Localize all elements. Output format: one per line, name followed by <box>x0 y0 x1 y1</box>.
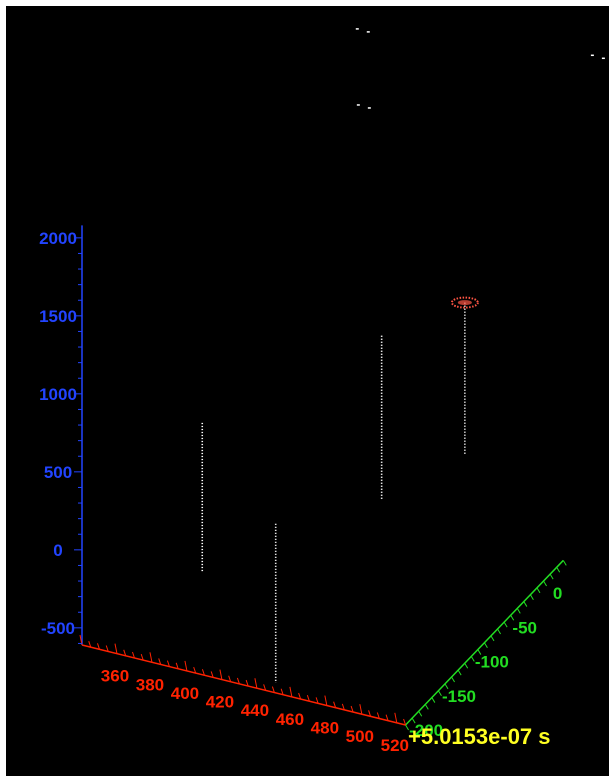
x-tick-label: 420 <box>206 693 234 712</box>
y-axis-tick <box>523 601 528 607</box>
x-axis-tick <box>210 671 214 678</box>
x-axis-tick <box>105 645 109 652</box>
labels-layer: 360 380 400 420 440 460 480 500 520 0 -50-100 -150 -… <box>39 229 562 755</box>
x-axis-tick <box>376 712 380 719</box>
x-tick-label: 460 <box>276 710 304 729</box>
y-axis-tick <box>510 615 515 621</box>
tracks-layer <box>201 302 466 683</box>
y-axis-tick <box>431 697 436 703</box>
x-axis-tick <box>315 697 319 704</box>
x-axis-tick <box>149 652 153 663</box>
y-axis-tick <box>411 717 416 724</box>
x-axis-tick <box>394 712 398 723</box>
x-axis-tick <box>140 653 144 661</box>
x-axis-tick <box>245 679 249 687</box>
z-tick-label: 500 <box>44 463 72 482</box>
x-axis-tick <box>271 686 275 693</box>
x-axis-tick <box>184 660 188 672</box>
x-axis-tick <box>263 684 267 691</box>
x-axis-tick <box>254 678 258 689</box>
x-axis-tick <box>341 703 345 711</box>
x-axis-tick <box>236 677 240 685</box>
x-axis-tick <box>333 701 337 708</box>
x-axis-tick <box>193 666 197 674</box>
x-tick-label: 380 <box>136 675 164 694</box>
x-axis-tick <box>280 688 284 695</box>
x-tick-label: 440 <box>241 701 269 720</box>
y-tick-label: 0 <box>553 584 562 603</box>
highlight-cluster <box>450 296 479 309</box>
x-axis-tick <box>403 718 407 726</box>
y-axis-tick <box>437 690 442 696</box>
x-axis-tick <box>123 649 127 656</box>
x-axis-tick <box>298 692 302 700</box>
y-axis-tick <box>562 560 567 566</box>
y-axis-tick <box>497 628 501 635</box>
x-axis-tick <box>306 695 310 702</box>
y-axis-tick <box>418 711 423 717</box>
x-axis-tick <box>88 641 92 648</box>
x-axis-tick <box>385 714 389 721</box>
x-axis-tick <box>289 686 293 697</box>
x-axis-line <box>81 644 406 726</box>
x-axis-tick <box>228 675 232 682</box>
y-axis-tick <box>457 669 462 676</box>
x-axis-tick <box>350 705 354 713</box>
y-axis-tick <box>543 580 547 587</box>
y-axis-tick <box>424 704 429 710</box>
y-axis-tick <box>503 621 508 628</box>
points-layer <box>355 28 605 309</box>
y-axis-tick <box>490 635 495 642</box>
y-tick-label: -100 <box>475 653 509 672</box>
x-axis-tick <box>114 643 118 654</box>
x-axis-tick <box>201 669 205 676</box>
y-axis-tick <box>464 663 469 669</box>
y-tick-label: -50 <box>512 618 537 637</box>
y-axis-tick <box>477 649 482 655</box>
time-label: +5.0153e-07 s <box>408 724 551 749</box>
y-axis-tick <box>536 587 541 594</box>
z-tick-label: 2000 <box>39 229 77 248</box>
y-axis-tick <box>516 608 521 614</box>
y-tick-label: -200 <box>409 721 443 740</box>
y-axis-tick <box>549 573 554 580</box>
highlight-core <box>457 300 472 306</box>
y-axis-tick <box>451 676 455 683</box>
x-tick-label: 500 <box>346 727 374 746</box>
plot-background <box>6 6 609 776</box>
x-axis-tick <box>131 651 135 659</box>
y-axis-tick <box>483 642 488 648</box>
x-tick-label: 360 <box>101 667 129 686</box>
x-axis-tick <box>175 662 179 669</box>
z-tick-label: -500 <box>41 619 75 638</box>
x-axis-tick <box>158 658 162 665</box>
x-axis-tick <box>166 660 170 667</box>
y-axis-tick <box>444 683 449 690</box>
axes-layer <box>74 225 567 731</box>
z-tick-label: 1500 <box>39 307 77 326</box>
y-axis-tick <box>529 594 534 600</box>
z-tick-label: 1000 <box>39 385 77 404</box>
x-axis-tick <box>219 669 223 680</box>
x-axis-tick <box>97 643 100 650</box>
z-tick-label: 0 <box>53 541 62 560</box>
x-axis-tick <box>324 695 328 706</box>
x-tick-label: 520 <box>381 736 409 755</box>
y-axis-tick <box>405 724 409 731</box>
y-tick-label: -150 <box>442 687 476 706</box>
y-axis-tick <box>470 656 475 662</box>
x-axis-tick <box>359 704 363 715</box>
y-axis-tick <box>556 567 561 573</box>
x-tick-label: 480 <box>311 719 339 738</box>
x-axis-tick <box>368 710 372 717</box>
x-tick-label: 400 <box>171 684 199 703</box>
